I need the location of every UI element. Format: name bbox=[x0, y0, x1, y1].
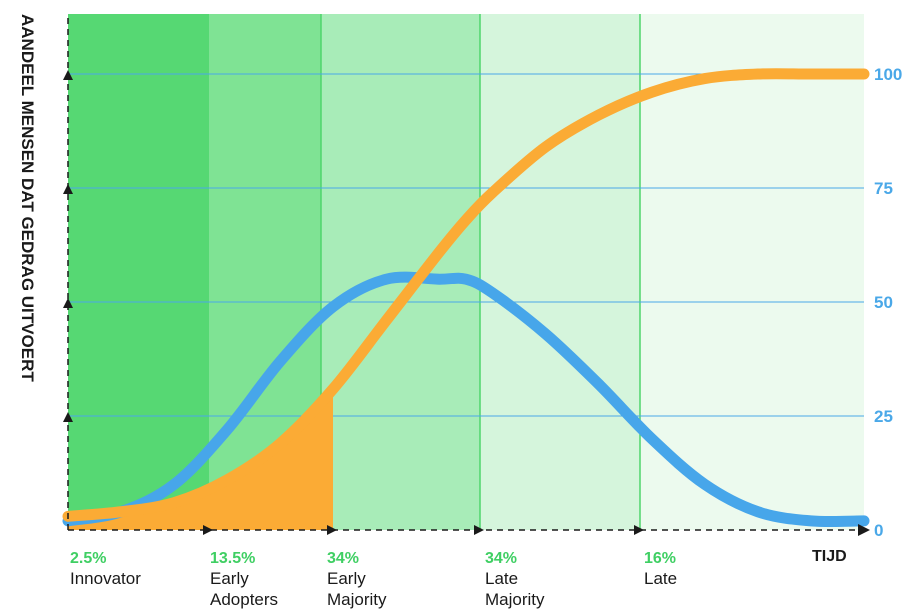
y-arrow-100 bbox=[63, 70, 73, 80]
series-lines bbox=[62, 68, 870, 528]
x-arrow-3 bbox=[634, 525, 644, 535]
segment-name-0-0: Innovator bbox=[70, 569, 141, 588]
adopter-bands bbox=[68, 14, 864, 530]
segment-name-2-1: Majority bbox=[327, 590, 387, 609]
x-arrow-end bbox=[858, 524, 870, 536]
y-axis-label: AANDEEL MENSEN DAT GEDRAG UITVOERT bbox=[18, 14, 37, 382]
segment-name-1-1: Adopters bbox=[210, 590, 278, 609]
segment-name-3-1: Majority bbox=[485, 590, 545, 609]
segment-pct-1: 13.5% bbox=[210, 550, 255, 567]
bell-curve-line bbox=[62, 271, 870, 528]
band-4 bbox=[640, 14, 864, 530]
x-arrow-1 bbox=[327, 525, 337, 535]
y-arrow-75 bbox=[63, 184, 73, 194]
x-arrow-2 bbox=[474, 525, 484, 535]
y-tick-label-0: 0 bbox=[874, 521, 883, 540]
y-tick-label-50: 50 bbox=[874, 293, 893, 312]
segment-pct-2: 34% bbox=[327, 550, 359, 567]
x-arrow-0 bbox=[203, 525, 213, 535]
cumulative-fill-area bbox=[68, 388, 333, 530]
segment-name-3-0: Late bbox=[485, 569, 518, 588]
segment-pct-0: 2.5% bbox=[70, 550, 106, 567]
segment-pct-4: 16% bbox=[644, 550, 676, 567]
y-tick-label-100: 100 bbox=[874, 65, 902, 84]
early-adoption-area bbox=[68, 388, 333, 530]
y-tick-label-25: 25 bbox=[874, 407, 893, 426]
cumulative-curve-line bbox=[62, 68, 870, 522]
segment-name-1-0: Early bbox=[210, 569, 249, 588]
y-arrow-50 bbox=[63, 298, 73, 308]
gridlines bbox=[68, 73, 864, 417]
segment-pct-3: 34% bbox=[485, 550, 517, 567]
segment-name-4-0: Late bbox=[644, 569, 677, 588]
band-0 bbox=[68, 14, 209, 530]
x-axis-label: TIJD bbox=[812, 548, 847, 565]
segment-name-2-0: Early bbox=[327, 569, 366, 588]
y-arrow-25 bbox=[63, 412, 73, 422]
y-tick-label-75: 75 bbox=[874, 179, 893, 198]
segment-labels: 2.5% Innovator 13.5% Early Adopters 34% Early M… bbox=[70, 550, 677, 609]
band-3 bbox=[480, 14, 640, 530]
axes: 0 25 50 75 100 bbox=[63, 14, 902, 540]
